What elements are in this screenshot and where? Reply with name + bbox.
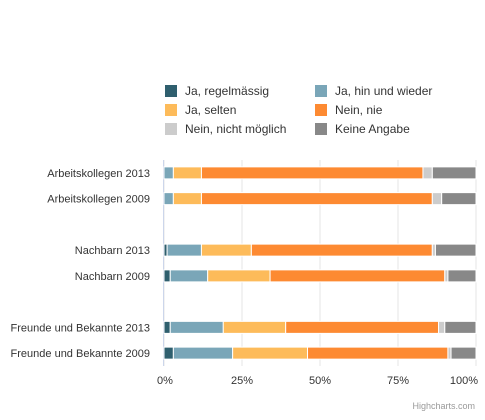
- bar-segment-nein-nie[interactable]: [285, 320, 440, 334]
- legend-item-nein-nie[interactable]: Nein, nie: [315, 103, 383, 117]
- bar-segment-ja-hin-und-wieder[interactable]: [169, 320, 224, 334]
- x-tick-label: 25%: [231, 375, 253, 387]
- x-tick-label: 50%: [309, 375, 331, 387]
- x-tick-label: 75%: [387, 375, 409, 387]
- bar-segment-nein-nie[interactable]: [307, 346, 449, 360]
- bar-segment-nein-nie[interactable]: [200, 166, 424, 180]
- legend-item-ja-selten[interactable]: Ja, selten: [165, 103, 236, 117]
- legend-swatch: [165, 123, 177, 135]
- bar-row-arbeitskollegen-2009: [163, 192, 477, 206]
- legend-item-ja-hin-und-wieder[interactable]: Ja, hin und wieder: [315, 84, 432, 98]
- bar-segment-keine-angabe[interactable]: [447, 269, 477, 283]
- bar-segment-keine-angabe[interactable]: [450, 346, 477, 360]
- bar-segment-ja-selten[interactable]: [200, 243, 252, 257]
- credits-link[interactable]: Highcharts.com: [412, 401, 475, 411]
- x-axis-tick-labels: 0% 25% 50% 75% 100%: [157, 375, 478, 387]
- bar-segment-ja-hin-und-wieder[interactable]: [166, 243, 202, 257]
- grid-lines: [163, 160, 477, 366]
- bar-segment-ja-hin-und-wieder[interactable]: [163, 166, 174, 180]
- bar-segment-ja-hin-und-wieder[interactable]: [172, 346, 234, 360]
- bar-segment-ja-hin-und-wieder[interactable]: [169, 269, 209, 283]
- x-tick-label: 0%: [157, 375, 173, 387]
- category-label: Nachbarn 2013: [75, 245, 150, 257]
- legend-label: Ja, selten: [185, 103, 236, 117]
- bar-segment-ja-selten[interactable]: [222, 320, 287, 334]
- bar-segment-keine-angabe[interactable]: [441, 192, 477, 206]
- legend-swatch: [165, 85, 177, 97]
- category-labels: Arbeitskollegen 2013 Arbeitskollegen 2009…: [11, 168, 150, 360]
- bar-segment-nein-nicht-moeglich[interactable]: [422, 166, 433, 180]
- category-label: Arbeitskollegen 2009: [47, 194, 150, 206]
- bar-row-nachbarn-2013: [163, 243, 477, 257]
- legend-label: Nein, nicht möglich: [185, 122, 286, 136]
- legend-swatch: [315, 85, 327, 97]
- bar-segment-ja-selten[interactable]: [172, 192, 202, 206]
- bar-row-arbeitskollegen-2013: [163, 166, 477, 180]
- bar-segment-keine-angabe[interactable]: [444, 320, 477, 334]
- bar-row-nachbarn-2009: [163, 269, 477, 283]
- legend-item-keine-angabe[interactable]: Keine Angabe: [315, 122, 410, 136]
- bar-segment-ja-selten[interactable]: [232, 346, 309, 360]
- legend-swatch: [165, 104, 177, 116]
- bar-segment-ja-hin-und-wieder[interactable]: [163, 192, 174, 206]
- bars: [163, 166, 477, 360]
- legend-label: Ja, hin und wieder: [335, 84, 432, 98]
- bar-segment-ja-regelmaessig[interactable]: [163, 269, 171, 283]
- legend-item-nein-nicht-moeglich[interactable]: Nein, nicht möglich: [165, 122, 286, 136]
- bar-segment-ja-regelmaessig[interactable]: [163, 346, 174, 360]
- bar-row-freunde-und-bekannte-2013: [163, 320, 477, 334]
- category-label: Nachbarn 2009: [75, 271, 150, 283]
- bar-segment-ja-selten[interactable]: [172, 166, 202, 180]
- bar-segment-keine-angabe[interactable]: [431, 166, 477, 180]
- bar-segment-nein-nicht-moeglich[interactable]: [431, 192, 443, 206]
- legend: Ja, regelmässig Ja, hin und wieder Ja, sel…: [165, 84, 432, 136]
- bar-row-freunde-und-bekannte-2009: [163, 346, 477, 360]
- legend-item-ja-regelmaessig[interactable]: Ja, regelmässig: [165, 84, 269, 98]
- bar-segment-nein-nie[interactable]: [250, 243, 433, 257]
- bar-segment-nein-nie[interactable]: [269, 269, 446, 283]
- legend-label: Keine Angabe: [335, 122, 410, 136]
- bar-segment-nein-nie[interactable]: [200, 192, 433, 206]
- category-label: Freunde und Bekannte 2009: [11, 348, 150, 360]
- bar-segment-ja-selten[interactable]: [207, 269, 271, 283]
- category-label: Arbeitskollegen 2013: [47, 168, 150, 180]
- legend-label: Ja, regelmässig: [185, 84, 269, 98]
- legend-label: Nein, nie: [335, 103, 383, 117]
- bar-segment-ja-regelmaessig[interactable]: [163, 320, 171, 334]
- bar-segment-nein-nicht-moeglich[interactable]: [438, 320, 446, 334]
- x-tick-label: 100%: [450, 375, 478, 387]
- legend-swatch: [315, 104, 327, 116]
- legend-swatch: [315, 123, 327, 135]
- bar-segment-keine-angabe[interactable]: [434, 243, 477, 257]
- category-label: Freunde und Bekannte 2013: [11, 322, 150, 334]
